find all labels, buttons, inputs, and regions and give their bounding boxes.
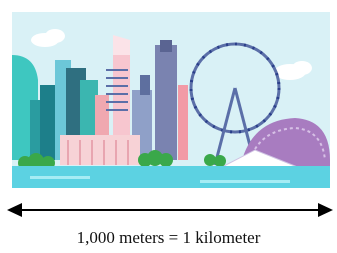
caption: 1,000 meters = 1 kilometer [0, 228, 337, 248]
double-arrow [7, 203, 333, 217]
illustration [0, 0, 337, 253]
water-ripple [30, 176, 90, 179]
page: {"caption": "1,000 meters = 1 kilometer"… [0, 0, 337, 253]
water-ripple [200, 180, 290, 183]
